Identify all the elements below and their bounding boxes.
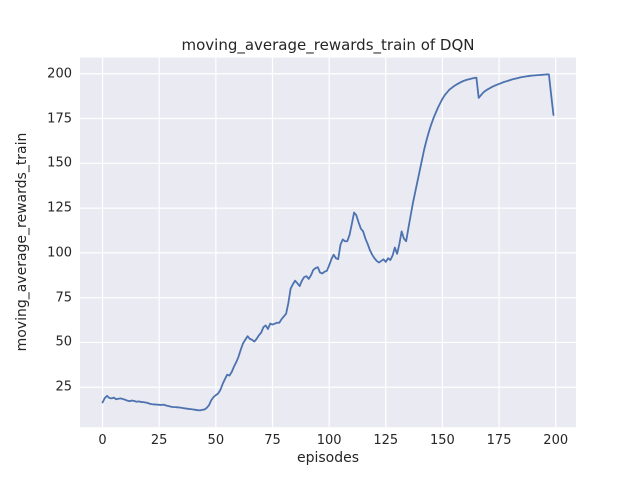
y-tick-label: 50 (55, 334, 72, 350)
x-tick-label: 0 (98, 433, 107, 448)
y-tick-label: 175 (47, 111, 72, 126)
y-tick-label: 125 (47, 200, 72, 216)
x-tick-label: 75 (264, 433, 281, 448)
x-tick-label: 25 (150, 433, 168, 448)
x-tick-label: 100 (316, 433, 342, 448)
x-tick-label: 50 (207, 433, 225, 448)
x-axis-label: episodes (296, 450, 360, 466)
x-tick-label: 150 (430, 433, 455, 448)
y-tick-label: 200 (47, 66, 72, 82)
x-tick-label: 175 (486, 433, 512, 448)
x-tick-label: 200 (543, 433, 569, 448)
y-tick-label: 100 (47, 245, 72, 261)
y-tick-label: 150 (47, 155, 72, 171)
chart-title: moving_average_rewards_train of DQN (181, 36, 475, 54)
line-series (101, 73, 555, 412)
plot-area (80, 57, 576, 428)
x-tick-label: 125 (373, 433, 399, 448)
y-axis-label: moving_average_rewards_train (14, 132, 30, 352)
y-tick-label: 75 (55, 290, 72, 306)
y-tick-label: 25 (55, 379, 72, 395)
